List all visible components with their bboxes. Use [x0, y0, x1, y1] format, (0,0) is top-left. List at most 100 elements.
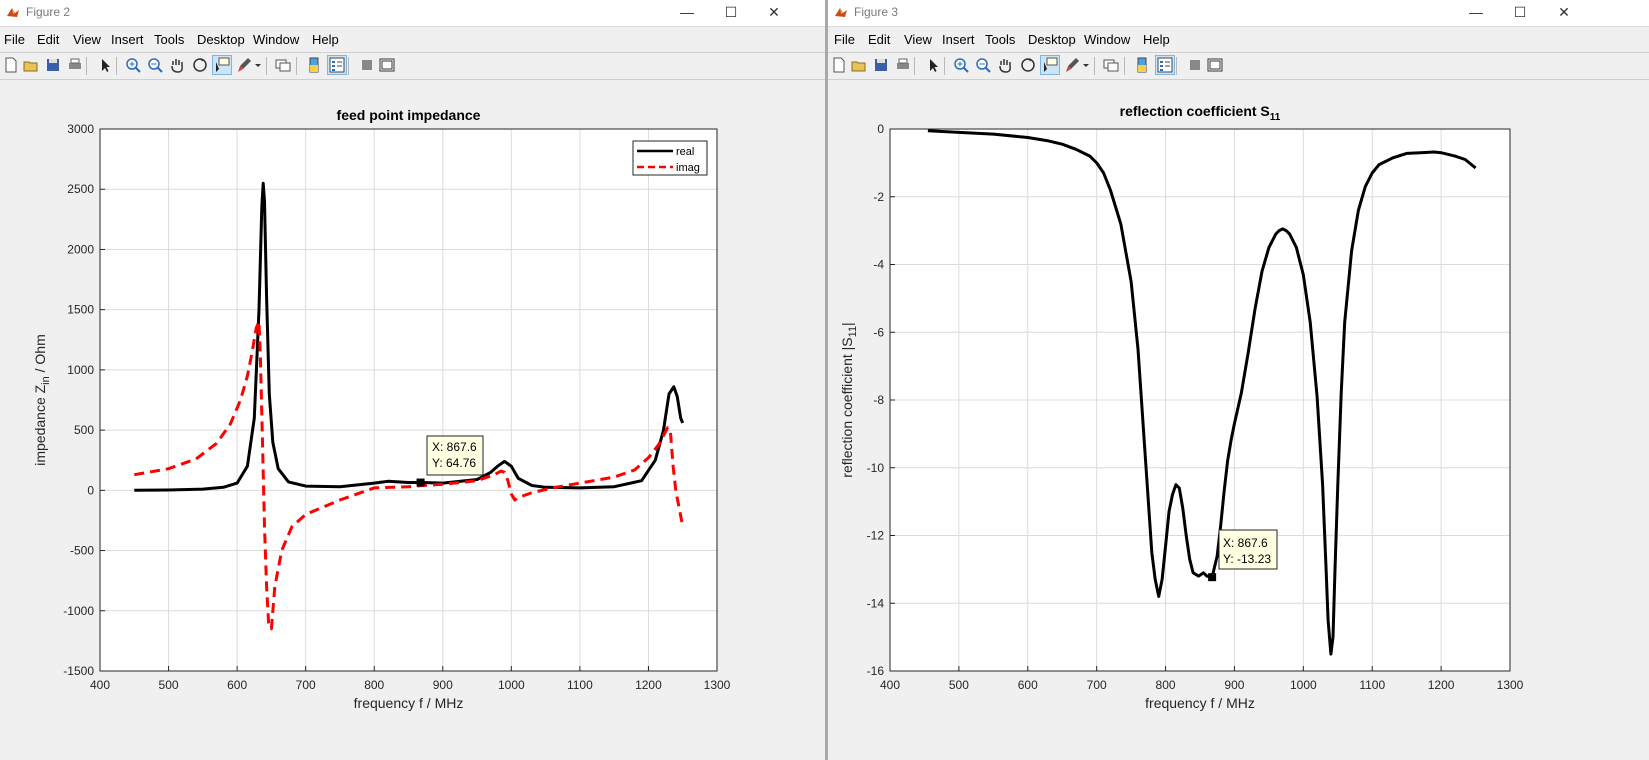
rotate-3d-icon[interactable] [1019, 56, 1037, 74]
reflection-chart[interactable]: 400 500 600 700 800 900 1000 1100 1200 1300 -16 -14… [828, 80, 1649, 760]
datatip-x-label: X: 867.6 [1223, 536, 1268, 550]
series-line-s11 [927, 129, 1477, 656]
y-tick-label: -6 [873, 325, 884, 339]
chart-title: reflection coefficient S11 [1120, 103, 1281, 123]
rotate-3d-icon[interactable] [191, 56, 209, 74]
show-plot-tools-icon[interactable] [1206, 56, 1224, 74]
impedance-chart[interactable]: 400 500 600 700 800 900 1000 1100 1200 1300 -1500 -… [0, 80, 825, 760]
y-tick-label: -16 [867, 664, 885, 678]
datatip-x-label: X: 867.6 [432, 440, 477, 454]
x-tick-label: 400 [90, 678, 110, 692]
menu-window[interactable]: Window [1084, 32, 1131, 47]
chart-title-text: reflection coefficient S [1120, 103, 1270, 119]
insert-legend-icon[interactable] [1155, 55, 1175, 75]
zoom-out-icon[interactable] [974, 56, 992, 74]
close-button[interactable]: ✕ [1558, 4, 1570, 20]
data-cursor-icon[interactable] [212, 55, 232, 75]
save-icon[interactable] [872, 56, 890, 74]
x-tick-label: 800 [1156, 678, 1176, 692]
y-tick-label: 0 [877, 122, 884, 136]
insert-colorbar-icon[interactable] [1133, 56, 1151, 74]
y-axis-label-suffix: / Ohm [32, 334, 48, 376]
y-tick-label: 0 [87, 483, 94, 497]
pointer-icon[interactable] [924, 56, 942, 74]
minimize-button[interactable]: — [1469, 4, 1483, 20]
pan-icon[interactable] [168, 56, 186, 74]
menu-file[interactable]: File [4, 32, 25, 47]
chart-title-subscript: 11 [1270, 112, 1281, 123]
menu-desktop[interactable]: Desktop [197, 32, 245, 47]
y-tick-label: -1500 [63, 664, 94, 678]
x-tick-label: 1000 [498, 678, 525, 692]
menu-insert[interactable]: Insert [111, 32, 144, 47]
figure-window-3: Figure 3 — ☐ ✕ File Edit View Insert Too… [828, 0, 1649, 760]
y-axis-label-subscript: 11 [847, 326, 859, 337]
menu-edit[interactable]: Edit [868, 32, 891, 47]
menu-help[interactable]: Help [312, 32, 339, 47]
y-tick-label: 1000 [67, 363, 94, 377]
print-icon[interactable] [894, 56, 912, 74]
toolbar-separator [86, 57, 87, 75]
print-icon[interactable] [66, 56, 84, 74]
y-tick-label: -500 [70, 544, 94, 558]
link-plot-icon[interactable] [274, 56, 292, 74]
insert-colorbar-icon[interactable] [305, 56, 323, 74]
x-tick-label: 600 [227, 678, 247, 692]
datatip-marker [416, 478, 425, 487]
hide-plot-tools-icon[interactable] [358, 56, 376, 74]
minimize-button[interactable]: — [680, 4, 694, 20]
zoom-out-icon[interactable] [146, 56, 164, 74]
legend-label-imag: imag [676, 162, 700, 174]
menu-file[interactable]: File [834, 32, 855, 47]
save-icon[interactable] [44, 56, 62, 74]
pointer-icon[interactable] [96, 56, 114, 74]
insert-legend-icon[interactable] [327, 55, 347, 75]
brush-icon[interactable] [235, 56, 253, 74]
x-tick-label: 1100 [567, 678, 593, 692]
x-tick-label: 400 [880, 678, 900, 692]
x-tick-label: 700 [1087, 678, 1107, 692]
x-tick-label: 1200 [1428, 678, 1455, 692]
brush-icon[interactable] [1063, 56, 1081, 74]
menu-tools[interactable]: Tools [154, 32, 185, 47]
brush-dropdown-icon[interactable] [1082, 56, 1090, 74]
open-file-icon[interactable] [22, 56, 40, 74]
toolbar-separator [348, 57, 349, 75]
zoom-in-icon[interactable] [952, 56, 970, 74]
menu-edit[interactable]: Edit [37, 32, 60, 47]
axes-background [100, 129, 717, 671]
window-title: Figure 3 [854, 5, 899, 19]
title-bar: Figure 2 — ☐ ✕ [0, 0, 825, 27]
y-tick-label: 3000 [67, 122, 94, 136]
hide-plot-tools-icon[interactable] [1186, 56, 1204, 74]
menu-desktop[interactable]: Desktop [1028, 32, 1076, 47]
maximize-button[interactable]: ☐ [724, 4, 738, 20]
zoom-in-icon[interactable] [124, 56, 142, 74]
menu-view[interactable]: View [73, 32, 101, 47]
plot-area: 400 500 600 700 800 900 1000 1100 1200 1300 -1500 -… [0, 80, 825, 760]
y-axis-label: reflection coefficient |S11| [839, 322, 859, 477]
menu-insert[interactable]: Insert [942, 32, 975, 47]
figure-toolbar [828, 52, 1649, 80]
data-cursor-icon[interactable] [1040, 55, 1060, 75]
new-figure-icon[interactable] [830, 56, 848, 74]
show-plot-tools-icon[interactable] [378, 56, 396, 74]
open-file-icon[interactable] [850, 56, 868, 74]
menu-window[interactable]: Window [253, 32, 300, 47]
close-button[interactable]: ✕ [768, 4, 780, 20]
pan-icon[interactable] [996, 56, 1014, 74]
toolbar-separator [296, 57, 297, 75]
y-tick-label: -1000 [63, 604, 94, 618]
menu-tools[interactable]: Tools [985, 32, 1016, 47]
x-tick-label: 500 [159, 678, 179, 692]
menu-help[interactable]: Help [1143, 32, 1170, 47]
menu-view[interactable]: View [904, 32, 932, 47]
x-tick-label: 900 [1224, 678, 1244, 692]
x-tick-label: 700 [296, 678, 316, 692]
series-line-imag [134, 320, 685, 631]
chart-title-text: feed point impedance [337, 107, 481, 123]
new-figure-icon[interactable] [2, 56, 20, 74]
maximize-button[interactable]: ☐ [1513, 4, 1527, 20]
link-plot-icon[interactable] [1102, 56, 1120, 74]
brush-dropdown-icon[interactable] [254, 56, 262, 74]
